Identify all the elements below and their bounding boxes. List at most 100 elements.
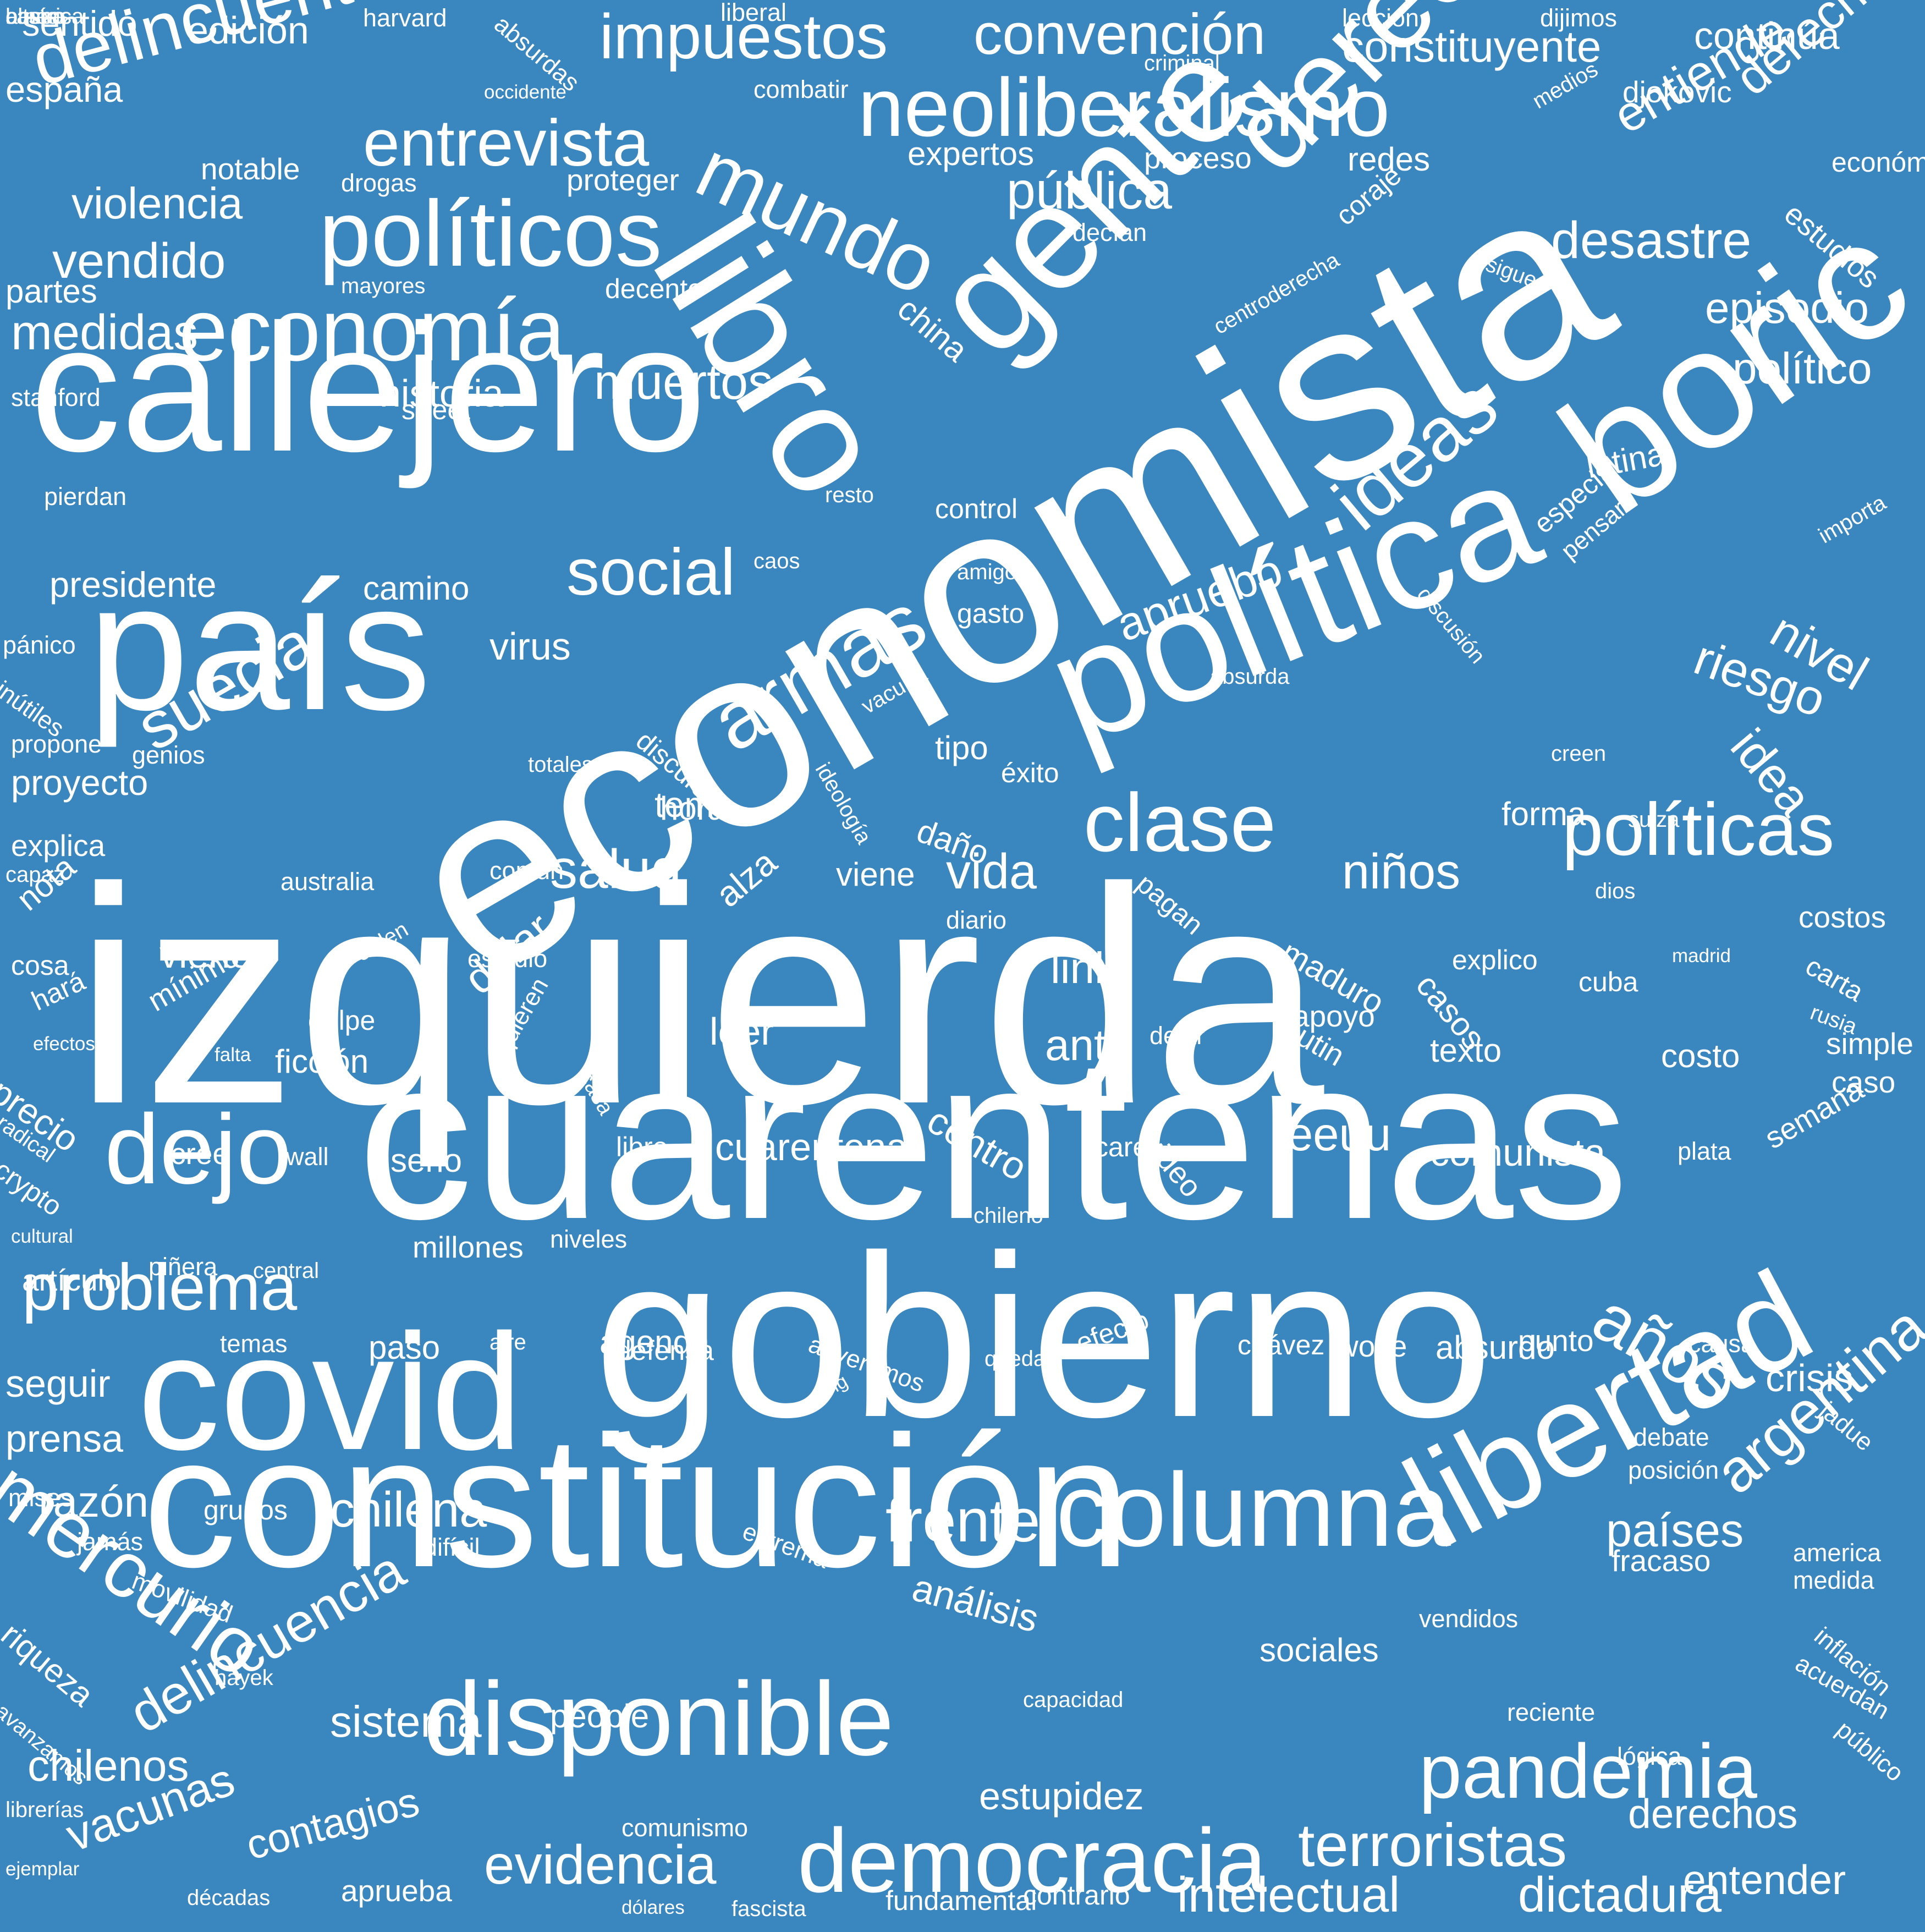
cloud-word: país (88, 545, 431, 748)
cloud-word: genios (132, 741, 205, 769)
cloud-word: chilenos (28, 1741, 189, 1790)
cloud-word: américa (6, 4, 84, 29)
cloud-word: amigos (957, 560, 1028, 584)
cloud-word: caos (754, 549, 800, 573)
cloud-word: éxito (1001, 758, 1059, 788)
cloud-word: tipo (935, 729, 988, 766)
cloud-word: chilena (330, 1483, 487, 1538)
cloud-word: continúa (1694, 14, 1840, 57)
cloud-word: crisis (1766, 1357, 1854, 1399)
cloud-word: costos (1799, 900, 1886, 934)
cloud-word: sociales (1260, 1632, 1379, 1668)
cloud-word: décadas (187, 1886, 271, 1910)
cloud-word: cuarentenas (358, 1009, 1629, 1267)
cloud-word: apoyo (1292, 999, 1375, 1033)
cloud-word: decente (605, 273, 703, 304)
cloud-word: agenda (600, 1324, 710, 1360)
cloud-word: historia (380, 372, 504, 415)
cloud-word: texto (1430, 1032, 1502, 1069)
cloud-word: derechos (1628, 1791, 1798, 1837)
cloud-word: seguir (6, 1362, 111, 1405)
cloud-word: edición (187, 9, 309, 52)
cloud-word: presidente (50, 564, 217, 605)
cloud-word: madrid (1672, 945, 1731, 967)
cloud-word: expertos (908, 135, 1035, 172)
cloud-word: serio (391, 1142, 463, 1179)
cloud-word: mises (8, 1484, 73, 1512)
cloud-word: costo (1661, 1038, 1740, 1074)
cloud-word: columna (1056, 1452, 1451, 1568)
cloud-word: callejero (30, 286, 706, 489)
cloud-word: chileno (974, 1204, 1043, 1228)
cloud-word: alturas (6, 4, 72, 29)
cloud-word: street (402, 394, 471, 425)
cloud-word: falta (215, 1044, 251, 1066)
cloud-word: clase (1084, 776, 1277, 869)
cloud-word: vendidos (1419, 1605, 1519, 1633)
cloud-word: anti (1045, 1020, 1116, 1069)
cloud-word: busca (6, 4, 64, 29)
cloud-word: izquierda (74, 824, 1324, 1168)
cloud-word: central (253, 1259, 320, 1283)
cloud-word: wall (286, 1143, 329, 1171)
cloud-word: pandemia (1419, 1728, 1757, 1814)
cloud-word: difícil (424, 1533, 480, 1561)
cloud-word: hora (660, 790, 727, 827)
cloud-word: djokovic (1623, 75, 1732, 109)
cloud-word: resto (825, 483, 874, 507)
cloud-word: episodio (1705, 283, 1869, 332)
cloud-word: gobierno (594, 1208, 1493, 1466)
cloud-word: estudio (468, 945, 548, 973)
cloud-word: defensa (616, 1335, 714, 1366)
cloud-word: ficción (275, 1043, 369, 1080)
cloud-word: covid (138, 1299, 523, 1484)
cloud-word: políticas (1562, 788, 1835, 871)
cloud-word: niños (1342, 844, 1461, 899)
cloud-word: importa (1814, 490, 1890, 548)
cloud-word: totales (528, 753, 593, 777)
cloud-word: people (550, 1698, 650, 1735)
cloud-word: pierdan (44, 482, 127, 511)
cloud-word: millones (413, 1230, 524, 1264)
cloud-word: medidas (11, 305, 199, 360)
cloud-word: piñera (148, 1253, 218, 1281)
cloud-word: leer (710, 1010, 774, 1053)
cloud-word: cuba (1579, 967, 1638, 997)
cloud-word: capacidad (1023, 1688, 1124, 1712)
cloud-word: partes (6, 273, 97, 310)
cloud-word: razón (38, 1477, 149, 1526)
cloud-word: ejemplar (6, 1858, 80, 1880)
cloud-word: explico (1452, 945, 1538, 975)
cloud-word: care (1094, 1132, 1148, 1162)
cloud-word: pública (1007, 162, 1173, 220)
cloud-word: convención (974, 2, 1266, 67)
cloud-word: comunismo (622, 1814, 749, 1842)
cloud-word: fracaso (1612, 1544, 1711, 1578)
cloud-word: dólares (622, 1897, 685, 1918)
cloud-word: temas (220, 1330, 288, 1358)
cloud-word: económica (1832, 147, 1925, 178)
cloud-word: comunista (1430, 1131, 1606, 1174)
cloud-word: mayores (341, 274, 426, 298)
cloud-word: evidencia (484, 1834, 717, 1896)
cloud-word: proyecto (11, 762, 148, 803)
cloud-word: social (566, 535, 735, 609)
cloud-word: cosa (11, 950, 69, 981)
cloud-word: salud (550, 838, 682, 900)
cloud-word: virus (490, 625, 571, 668)
cloud-word: golpe (308, 1005, 376, 1036)
cloud-word: posición (1628, 1456, 1719, 1484)
cloud-word: dejo (105, 1094, 292, 1205)
cloud-word: plata (1678, 1137, 1731, 1165)
cloud-word: creen (1551, 742, 1607, 766)
cloud-word: neoliberalismo (858, 61, 1390, 153)
cloud-word: países (1606, 1505, 1744, 1557)
cloud-word: criminal (1144, 51, 1220, 75)
cloud-word: estupidez (979, 1775, 1144, 1818)
cloud-word: absurdo (1436, 1329, 1555, 1366)
cloud-word: chávez (1238, 1330, 1325, 1360)
cloud-word: cultural (11, 1226, 73, 1247)
cloud-word: redes (1348, 141, 1431, 178)
cloud-word: cuarentena (715, 1126, 908, 1168)
